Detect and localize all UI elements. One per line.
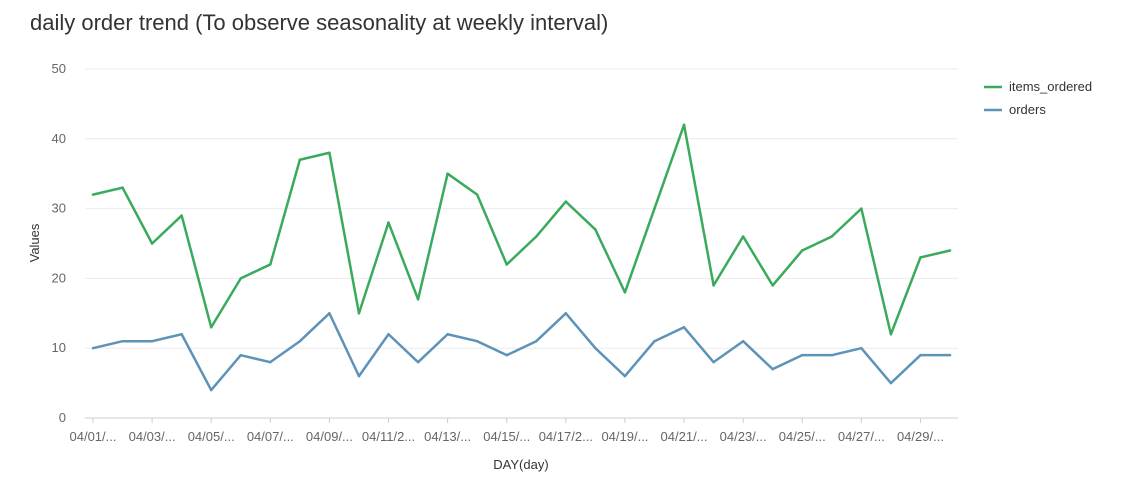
line-segment [357, 332, 390, 378]
line-segment [180, 214, 213, 329]
y-axis-ticks: 0 10 20 30 40 50 [52, 61, 66, 425]
line-segment [889, 256, 922, 336]
x-axis-ticks: 04/01/... 04/03/... 04/05/... 04/07/... 04/0… [70, 418, 944, 444]
line-segment [298, 151, 331, 161]
y-tick-label: 50 [52, 61, 66, 76]
line-segment [475, 193, 508, 266]
grid-lines [85, 68, 958, 419]
line-segment [653, 123, 686, 210]
line-segment [209, 277, 243, 329]
line-segment [446, 172, 479, 196]
x-tick-label: 04/15/... [483, 429, 530, 444]
line-segment [919, 249, 952, 259]
line-segment [682, 326, 715, 364]
line-segment [535, 312, 568, 343]
line-segment [594, 346, 627, 378]
line-segment [239, 353, 272, 364]
x-tick-label: 04/23/... [720, 429, 767, 444]
line-segment [623, 207, 656, 294]
line-segment [830, 346, 863, 357]
line-segment [91, 339, 124, 350]
x-tick-label: 04/11/2... [362, 429, 415, 444]
line-segment [446, 332, 479, 343]
line-segment [91, 186, 124, 196]
line-segment [416, 332, 449, 364]
line-segment [771, 249, 804, 287]
line-segment [387, 221, 420, 301]
x-tick-label: 04/21/... [661, 429, 708, 444]
line-segment [209, 353, 243, 392]
line-segment [682, 123, 715, 287]
line-segment [328, 151, 361, 315]
y-tick-label: 40 [52, 131, 66, 146]
line-segment [623, 339, 656, 378]
chart-title: daily order trend (To observe seasonalit… [30, 10, 609, 35]
line-segment [830, 207, 863, 238]
line-segment [741, 339, 774, 371]
x-tick-label: 04/09/... [306, 429, 353, 444]
x-tick-label: 04/19/... [601, 429, 648, 444]
line-segment [800, 235, 834, 252]
line-segment [594, 228, 627, 294]
line-segment [712, 339, 745, 364]
y-tick-label: 30 [52, 201, 66, 216]
line-segment [535, 200, 568, 238]
line-segment [860, 207, 893, 336]
y-tick-label: 20 [52, 270, 66, 285]
line-segment [150, 332, 183, 343]
line-segment [239, 263, 272, 280]
x-tick-label: 04/05/... [188, 429, 235, 444]
x-tick-label: 04/27/... [838, 429, 885, 444]
line-segment [416, 172, 449, 301]
line-segment [269, 339, 302, 364]
x-tick-label: 04/03/... [129, 429, 176, 444]
series-lines [91, 123, 952, 392]
x-tick-label: 04/13/... [424, 429, 471, 444]
x-tick-label: 04/01/... [70, 429, 117, 444]
y-tick-label: 10 [52, 340, 66, 355]
legend-label: items_ordered [1009, 79, 1092, 94]
line-segment [712, 235, 745, 287]
x-axis-title: DAY(day) [493, 457, 548, 472]
line-segment [328, 312, 361, 378]
line-segment [505, 339, 538, 357]
line-segment [653, 326, 686, 343]
x-tick-label: 04/07/... [247, 429, 294, 444]
line-segment [150, 214, 183, 245]
line-segment [741, 235, 774, 287]
x-tick-label: 04/29/... [897, 429, 944, 444]
line-segment [564, 312, 597, 350]
series-items_ordered [91, 123, 952, 336]
line-segment [564, 200, 597, 231]
line-segment [357, 221, 390, 315]
y-tick-label: 0 [59, 410, 66, 425]
line-segment [387, 332, 420, 364]
line-segment [771, 353, 804, 371]
line-segment [298, 312, 331, 343]
line-segment [505, 235, 538, 266]
legend-label: orders [1009, 102, 1046, 117]
y-axis-title: Values [27, 223, 42, 262]
x-tick-label: 04/17/2... [539, 429, 593, 444]
line-segment [860, 346, 893, 385]
line-segment [475, 339, 508, 357]
line-segment [889, 353, 922, 385]
line-segment [269, 158, 302, 266]
x-tick-label: 04/25/... [779, 429, 826, 444]
series-orders [91, 312, 952, 392]
line-segment [121, 186, 154, 245]
line-segment [180, 332, 213, 392]
